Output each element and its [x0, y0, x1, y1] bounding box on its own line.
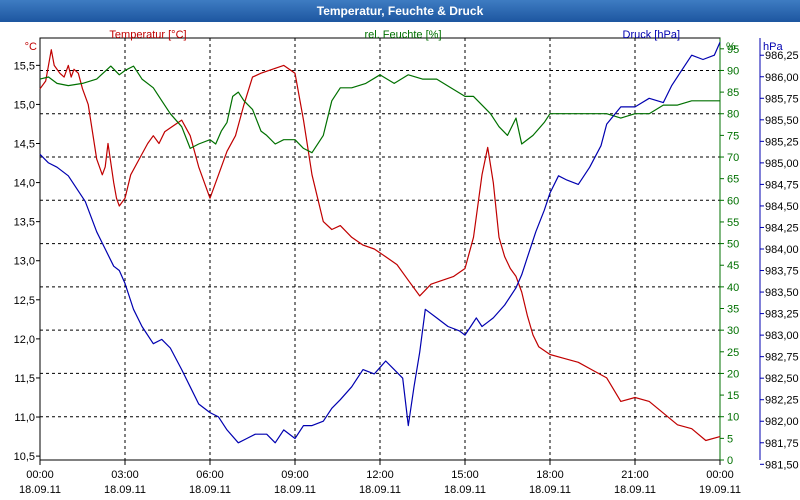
x-tick-label-date: 18.09.11: [359, 484, 401, 496]
x-tick-label-time: 06:00: [196, 469, 224, 481]
pressure-tick-label: 982,50: [765, 373, 799, 385]
humidity-series-name: rel. Feuchte [%]: [364, 29, 441, 41]
pressure-tick-label: 984,75: [765, 179, 799, 191]
temp-tick-label: 11,5: [14, 373, 35, 385]
humidity-tick-label: 5: [727, 433, 733, 445]
temp-tick-label: 10,5: [14, 451, 35, 463]
chart-area: 00:00 18.09.11 03:00 18.09.11 06:00 18.09.11 0…: [14, 29, 799, 496]
pressure-unit-label: hPa: [763, 41, 783, 53]
pressure-tick-label: 983,50: [765, 287, 799, 299]
axis-headers: °C% hPa Temperatur [°C] rel. Feuchte [%] Dru…: [25, 29, 784, 53]
humidity-tick-label: 75: [727, 130, 739, 142]
humidity-tick-label: 80: [727, 109, 739, 121]
x-tick-label-date: 18.09.11: [274, 484, 316, 496]
pressure-tick-label: 985,50: [765, 115, 799, 127]
pressure-tick-label: 985,00: [765, 158, 799, 170]
pressure-tick-label: 985,75: [765, 93, 799, 105]
x-tick-label-time: 12:00: [366, 469, 394, 481]
pressure-tick-label: 983,75: [765, 266, 799, 278]
temp-tick-label: 14,5: [14, 139, 35, 151]
humidity-tick-label: 65: [727, 174, 739, 186]
pressure-tick-label: 981,50: [765, 459, 799, 471]
humidity-tick-label: 70: [727, 152, 739, 164]
humidity-tick-label: 95: [727, 44, 739, 56]
pressure-tick-label: 981,75: [765, 438, 799, 450]
humidity-tick-label: 60: [727, 195, 739, 207]
x-tick-label-date: 18.09.11: [444, 484, 486, 496]
temp-tick-label: 12,5: [14, 295, 35, 307]
temp-tick-label: 11,0: [14, 412, 35, 424]
humidity-unit-label: %: [726, 41, 736, 53]
humidity-tick-label: 40: [727, 282, 739, 294]
temp-tick-label: 14,0: [14, 178, 35, 190]
x-tick-label-time: 00:00: [26, 469, 54, 481]
humidity-tick-label: 85: [727, 87, 739, 99]
x-tick-label-time: 09:00: [281, 469, 309, 481]
pressure-tick-label: 983,25: [765, 309, 799, 321]
humidity-tick-label: 35: [727, 304, 739, 316]
humidity-tick-label: 20: [727, 368, 739, 380]
humidity-tick-label: 0: [727, 455, 733, 467]
x-tick-label-time: 00:00: [706, 469, 734, 481]
temp-tick-label: 15,5: [14, 60, 35, 72]
humidity-tick-label: 45: [727, 260, 739, 272]
x-tick-label-time: 21:00: [621, 469, 649, 481]
series-line-temperature: [39, 49, 721, 442]
series-line-humidity: [39, 65, 720, 154]
temp-unit-label: °C: [25, 41, 37, 53]
humidity-tick-label: 90: [727, 65, 739, 77]
x-tick-label-date: 18.09.11: [104, 484, 146, 496]
x-tick-label-time: 18:00: [536, 469, 564, 481]
pressure-tick-label: 986,00: [765, 72, 799, 84]
series-lines: [39, 42, 721, 444]
series-line-pressure: [39, 42, 721, 444]
x-tick-label-date: 19.09.11: [699, 484, 741, 496]
humidity-tick-label: 25: [727, 347, 739, 359]
temp-tick-label: 15,0: [14, 99, 35, 111]
pressure-tick-label: 982,25: [765, 395, 799, 407]
temp-tick-label: 13,0: [14, 256, 35, 268]
temp-tick-label: 13,5: [14, 217, 35, 229]
humidity-tick-label: 50: [727, 239, 739, 251]
pressure-tick-label: 983,00: [765, 330, 799, 342]
humidity-tick-label: 30: [727, 325, 739, 337]
chart-title: Temperatur, Feuchte & Druck: [0, 0, 800, 22]
x-tick-label-time: 03:00: [111, 469, 139, 481]
pressure-tick-label: 984,00: [765, 244, 799, 256]
x-tick-label-date: 18.09.11: [189, 484, 231, 496]
x-tick-label-time: 15:00: [451, 469, 479, 481]
pressure-tick-label: 985,25: [765, 136, 799, 148]
humidity-tick-label: 15: [727, 390, 739, 402]
temp-tick-label: 12,0: [14, 334, 35, 346]
pressure-tick-label: 982,00: [765, 416, 799, 428]
temp-series-name: Temperatur [°C]: [109, 29, 186, 41]
x-tick-label-date: 18.09.11: [19, 484, 61, 496]
pressure-series-name: Druck [hPa]: [623, 29, 680, 41]
axes: 00:00 18.09.11 03:00 18.09.11 06:00 18.09.11 0…: [14, 37, 799, 496]
x-tick-label-date: 18.09.11: [529, 484, 571, 496]
pressure-tick-label: 986,25: [765, 50, 799, 62]
humidity-tick-label: 55: [727, 217, 739, 229]
x-tick-label-date: 18.09.11: [614, 484, 656, 496]
pressure-tick-label: 982,75: [765, 352, 799, 364]
humidity-tick-label: 10: [727, 412, 739, 424]
pressure-tick-label: 984,25: [765, 222, 799, 234]
pressure-tick-label: 984,50: [765, 201, 799, 213]
